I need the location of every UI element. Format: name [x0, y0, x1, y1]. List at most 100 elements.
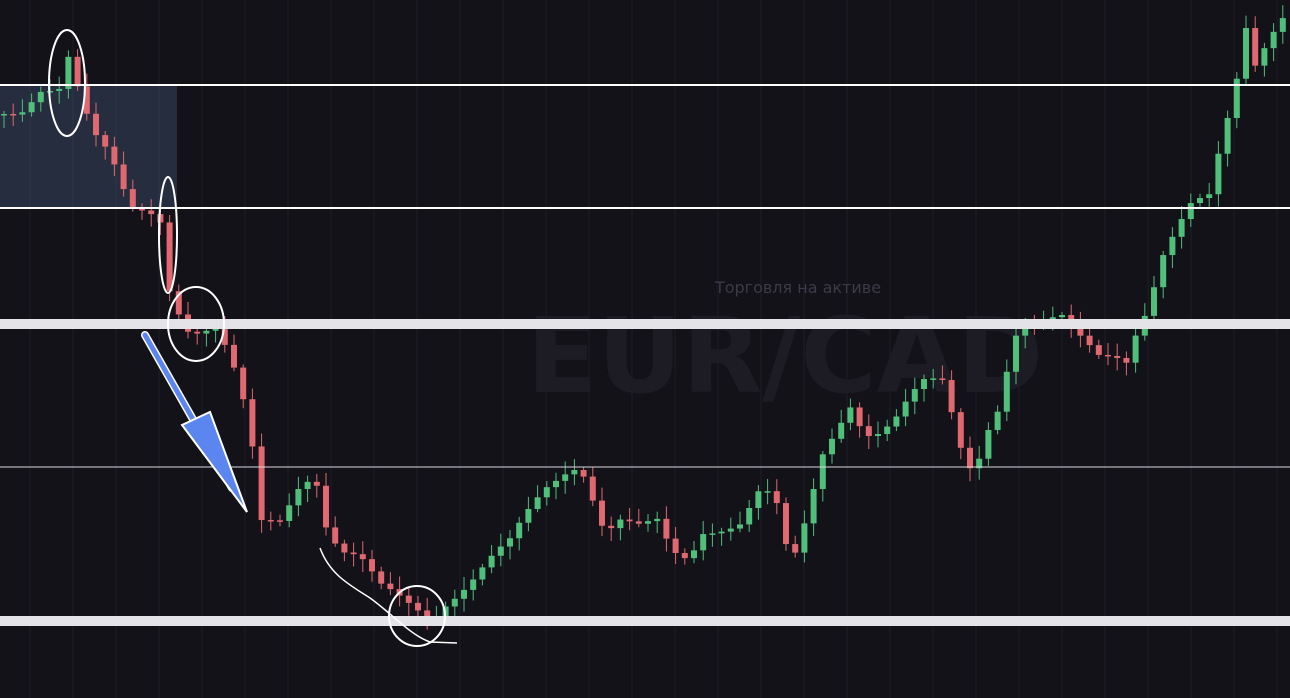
- candle-body: [553, 480, 559, 488]
- candle-body: [571, 470, 578, 475]
- candle-body: [1114, 355, 1121, 358]
- candle-body: [175, 291, 182, 315]
- candle-body: [884, 426, 891, 435]
- candle-body: [589, 476, 596, 501]
- candle-body: [534, 497, 541, 510]
- candle-body: [967, 447, 973, 469]
- candle-body: [37, 91, 44, 103]
- candle-body: [1279, 18, 1286, 32]
- candle-body: [313, 481, 320, 486]
- candle-body: [737, 524, 743, 529]
- candle-body: [838, 422, 845, 439]
- highlight-circle: [388, 585, 446, 647]
- candle-body: [497, 546, 504, 556]
- candle-body: [341, 543, 348, 553]
- candle-body: [249, 399, 256, 447]
- candle-body: [1022, 323, 1029, 336]
- candle-body: [1206, 194, 1213, 199]
- candle-body: [111, 146, 118, 165]
- candle-body: [332, 527, 339, 544]
- watermark-symbol: EUR/CAD: [527, 295, 1044, 417]
- candle-body: [617, 519, 624, 529]
- candle-body: [415, 602, 421, 611]
- candle-body: [783, 503, 789, 545]
- candle-body: [718, 531, 725, 534]
- candle-body: [65, 56, 72, 89]
- candle-body: [939, 378, 946, 381]
- candle-body: [562, 474, 569, 481]
- candle-body: [976, 458, 983, 469]
- candle-body: [323, 485, 329, 528]
- candle-body: [819, 454, 826, 490]
- candle-body: [543, 487, 550, 498]
- candle-body: [672, 538, 679, 554]
- candle-body: [1013, 335, 1019, 372]
- candle-body: [148, 210, 155, 215]
- candle-body: [801, 523, 808, 553]
- candle-body: [1077, 324, 1084, 336]
- candle-body: [810, 489, 817, 524]
- candle-body: [875, 434, 881, 437]
- candle-body: [525, 509, 532, 523]
- candle-body: [1178, 219, 1185, 237]
- candle-body: [948, 380, 955, 413]
- candle-body: [856, 407, 863, 427]
- candle-body: [203, 330, 210, 334]
- candle-body: [930, 378, 937, 380]
- candle-body: [277, 520, 283, 522]
- candle-body: [304, 481, 311, 490]
- candle-body: [461, 589, 467, 599]
- candle-body: [93, 113, 99, 136]
- candle-body: [994, 411, 1001, 430]
- candle-body: [1086, 335, 1093, 346]
- candle-body: [792, 544, 799, 553]
- candle-body: [295, 489, 302, 506]
- candle-body: [1224, 117, 1231, 154]
- candle-body: [654, 518, 661, 522]
- candle-body: [663, 518, 670, 539]
- candle-body: [56, 88, 63, 91]
- candle-body: [378, 571, 385, 584]
- candle-body: [1123, 357, 1130, 363]
- candle-body: [28, 102, 35, 113]
- candle-body: [1160, 255, 1167, 288]
- candle-body: [479, 567, 486, 580]
- candle-body: [645, 521, 651, 524]
- candle-body: [1132, 335, 1139, 363]
- candle-body: [599, 500, 605, 526]
- arrow: [141, 331, 248, 513]
- candle-body: [985, 429, 992, 459]
- candle-body: [893, 416, 900, 427]
- candle-body: [681, 553, 688, 559]
- candle-body: [129, 189, 136, 208]
- candle-body: [387, 583, 394, 590]
- candle-body: [83, 86, 90, 114]
- candle-body: [1151, 287, 1157, 316]
- candle-body: [764, 491, 771, 493]
- candle-body: [1095, 345, 1102, 355]
- candle-body: [700, 534, 707, 551]
- highlight-circle: [158, 176, 178, 294]
- watermark-subtitle: Торговля на активе: [714, 278, 881, 297]
- candle-body: [157, 214, 164, 223]
- candle-body: [231, 344, 237, 368]
- candle-body: [921, 379, 927, 390]
- candle-body: [258, 446, 265, 521]
- candle-body: [755, 491, 762, 508]
- candles: [1, 5, 1286, 630]
- candle-body: [221, 329, 228, 345]
- candle-body: [580, 470, 587, 477]
- candle-body: [74, 56, 81, 87]
- candle-body: [691, 550, 697, 559]
- candle-body: [635, 521, 642, 524]
- candle-body: [727, 528, 734, 532]
- candle-body: [1252, 28, 1259, 66]
- candle-body: [405, 595, 412, 603]
- candle-body: [829, 438, 835, 455]
- candle-body: [626, 519, 633, 522]
- candle-body: [1003, 371, 1010, 412]
- candle-body: [1187, 203, 1194, 220]
- candle-body: [139, 207, 145, 211]
